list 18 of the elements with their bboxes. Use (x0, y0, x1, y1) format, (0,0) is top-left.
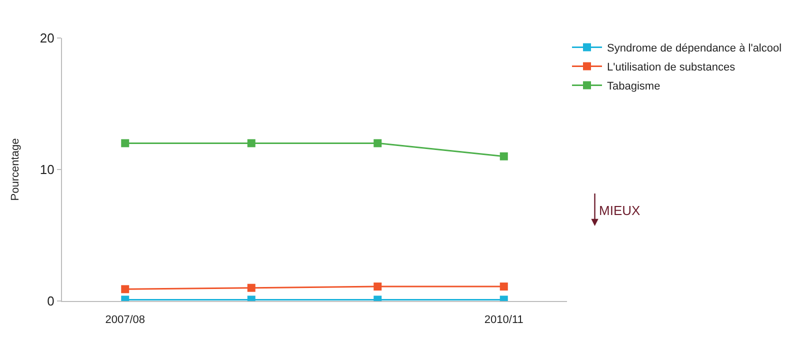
point (121, 139, 130, 148)
point (374, 139, 382, 148)
y-tick-label: 0 (47, 294, 54, 309)
legend-label: L'utilisation de substances (607, 62, 736, 74)
point (121, 285, 130, 294)
point (247, 284, 256, 292)
y-tick-label: 10 (40, 162, 54, 178)
y-tick-label: 20 (40, 30, 54, 46)
text: MIEUX (599, 203, 640, 218)
x-tick-label: 2007/08 (105, 314, 146, 326)
x-tick-label: 2010/11 (484, 314, 524, 326)
point (500, 152, 508, 160)
point (374, 282, 382, 291)
point (500, 282, 508, 291)
legend-label: Tabagisme (607, 80, 660, 93)
y-axis-title: Pourcentage (10, 138, 22, 201)
point (247, 139, 256, 148)
legend-label: Syndrome de dépendance à l'alcool (607, 42, 782, 55)
